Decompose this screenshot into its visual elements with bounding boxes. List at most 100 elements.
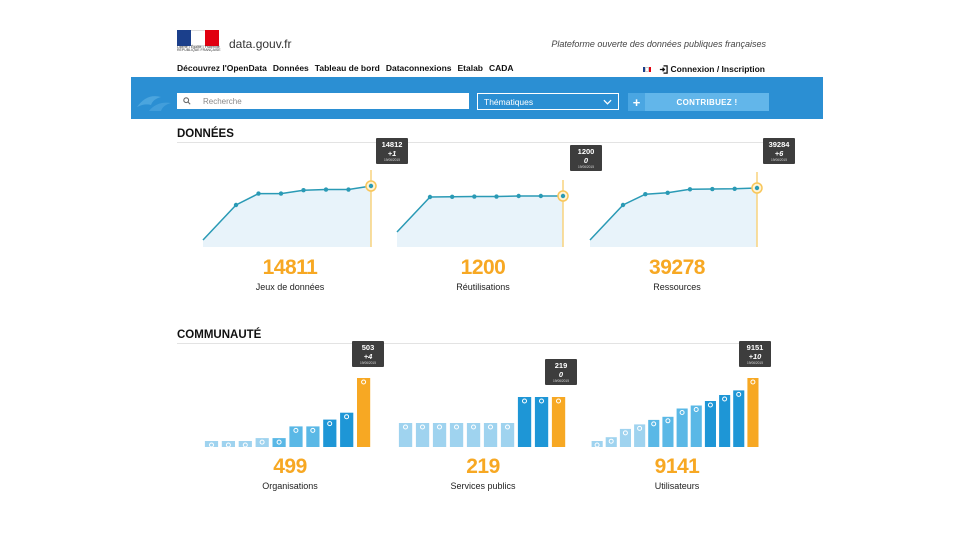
chart-bar bbox=[466, 423, 481, 447]
stat-label: Services publics bbox=[450, 481, 516, 491]
contribute-button[interactable]: + CONTRIBUEZ ! bbox=[628, 93, 769, 111]
chart-bar-marker bbox=[539, 398, 544, 404]
stat-reuses[interactable]: 1200 Réutilisations bbox=[403, 256, 563, 292]
chart-bar-marker bbox=[594, 442, 600, 448]
chart-bar bbox=[255, 438, 269, 447]
chart-bar-marker bbox=[750, 379, 756, 385]
chart-point bbox=[472, 194, 477, 199]
chart-bar-marker bbox=[637, 425, 643, 431]
tooltip-delta: +4 bbox=[363, 352, 373, 361]
nav-item-opendata[interactable]: Découvrez l'OpenData bbox=[177, 63, 267, 73]
stat-label: Jeux de données bbox=[255, 282, 325, 292]
stat-value: 14811 bbox=[262, 256, 318, 279]
tooltip-resources: 39284 +6 19/06/2015 bbox=[763, 138, 795, 164]
tooltip-value: 219 bbox=[554, 361, 568, 370]
chart-bar bbox=[432, 423, 447, 447]
nav-item-cada[interactable]: CADA bbox=[489, 63, 514, 73]
chart-bar-marker bbox=[259, 439, 265, 445]
chart-bar bbox=[204, 441, 219, 447]
chart-point bbox=[620, 202, 626, 208]
tooltip-organizations: 503 +4 19/06/2015 bbox=[352, 341, 384, 367]
chart-bar-marker bbox=[665, 418, 671, 424]
chart-bar-marker bbox=[693, 407, 699, 412]
stat-users[interactable]: 9141 Utilisateurs bbox=[597, 455, 757, 491]
nav-item-dataconnexions[interactable]: Dataconnexions bbox=[385, 63, 452, 73]
chart-bar-marker bbox=[361, 379, 367, 385]
login-label: Connexion / Inscription bbox=[670, 64, 765, 74]
chart-bar bbox=[534, 397, 549, 447]
main-nav: Découvrez l'OpenData Données Tableau de … bbox=[177, 63, 514, 73]
site-tagline: Plateforme ouverte des données publiques… bbox=[551, 39, 766, 49]
topic-select-value: Thématiques bbox=[484, 96, 534, 107]
search-box[interactable] bbox=[177, 93, 469, 109]
chart-point bbox=[427, 194, 433, 200]
login-link[interactable]: Connexion / Inscription bbox=[659, 64, 765, 74]
nav-item-donnees[interactable]: Données bbox=[272, 63, 309, 73]
nav-item-etalab[interactable]: Etalab bbox=[457, 63, 483, 73]
chart-bar bbox=[238, 441, 252, 447]
tooltip-value: 9151 bbox=[746, 343, 764, 352]
chart-bar bbox=[551, 397, 566, 447]
chart-point bbox=[449, 194, 455, 199]
chart-point bbox=[665, 190, 670, 196]
chart-bar-marker bbox=[556, 398, 561, 404]
chart-point bbox=[516, 193, 521, 199]
stat-label: Utilisateurs bbox=[654, 481, 700, 491]
chart-point bbox=[494, 194, 499, 199]
search-input[interactable] bbox=[203, 96, 453, 106]
chart-point bbox=[538, 193, 544, 199]
chart-bar-marker bbox=[651, 421, 657, 427]
search-bar: Thématiques + CONTRIBUEZ ! bbox=[131, 77, 823, 119]
marianne-logo[interactable]: Liberté • Égalité • Fraternité RÉPUBLIQU… bbox=[177, 30, 221, 52]
chart-bar bbox=[634, 424, 646, 447]
chart-area-fill bbox=[397, 196, 563, 247]
chart-bar bbox=[398, 423, 413, 447]
chart-point bbox=[732, 186, 737, 191]
chart-bar bbox=[648, 419, 660, 447]
chart-line bbox=[202, 185, 372, 241]
stat-resources[interactable]: 39278 Ressources bbox=[597, 256, 757, 292]
tooltip-delta: 0 bbox=[558, 370, 564, 379]
chart-bar bbox=[340, 412, 354, 447]
tooltip-date: 19/06/2015 bbox=[360, 361, 376, 365]
tooltip-date: 19/06/2015 bbox=[384, 158, 400, 162]
chart-bar-marker bbox=[403, 424, 408, 430]
tooltip-value: 1200 bbox=[577, 147, 595, 156]
stat-public-services[interactable]: 219 Services publics bbox=[403, 455, 563, 491]
chevron-down-icon bbox=[603, 99, 612, 105]
chart-point bbox=[687, 187, 693, 192]
chart-bar-marker bbox=[488, 424, 493, 430]
chart-bar bbox=[733, 390, 745, 447]
section-title-donnees: DONNÉES bbox=[177, 128, 234, 140]
tooltip-date: 19/06/2015 bbox=[553, 379, 569, 383]
chart-bar bbox=[676, 408, 688, 447]
chart-bar bbox=[415, 423, 430, 447]
chart-bar-marker bbox=[242, 442, 248, 448]
chart-point bbox=[368, 183, 374, 189]
plus-icon: + bbox=[628, 93, 645, 111]
chart-point bbox=[643, 191, 648, 197]
tooltip-delta: 0 bbox=[583, 156, 589, 165]
flag-white-stripe bbox=[191, 30, 205, 46]
chart-bar-marker bbox=[722, 396, 728, 402]
chart-bar bbox=[619, 428, 631, 447]
chart-bar bbox=[306, 426, 320, 447]
topic-select[interactable]: Thématiques bbox=[477, 93, 619, 110]
nav-item-tableau-de-bord[interactable]: Tableau de bord bbox=[314, 63, 380, 73]
stat-datasets[interactable]: 14811 Jeux de données bbox=[210, 256, 370, 292]
chart-bar-marker bbox=[344, 414, 350, 420]
stat-organizations[interactable]: 499 Organisations bbox=[210, 455, 370, 491]
tooltip-value: 39284 bbox=[768, 140, 790, 149]
chart-bar-marker bbox=[437, 424, 442, 430]
stat-value: 1200 bbox=[460, 256, 506, 279]
chart-bar-marker bbox=[522, 398, 527, 404]
site-name[interactable]: data.gouv.fr bbox=[229, 37, 292, 51]
section-divider bbox=[177, 343, 767, 344]
stat-value: 219 bbox=[466, 455, 500, 478]
french-flag-icon[interactable] bbox=[642, 66, 651, 72]
chart-bar bbox=[357, 378, 371, 447]
chart-bar-marker bbox=[736, 391, 742, 397]
chart-bar-marker bbox=[225, 442, 231, 448]
tooltip-users: 9151 +10 19/06/2015 bbox=[739, 341, 771, 367]
chart-bar-marker bbox=[454, 424, 459, 430]
